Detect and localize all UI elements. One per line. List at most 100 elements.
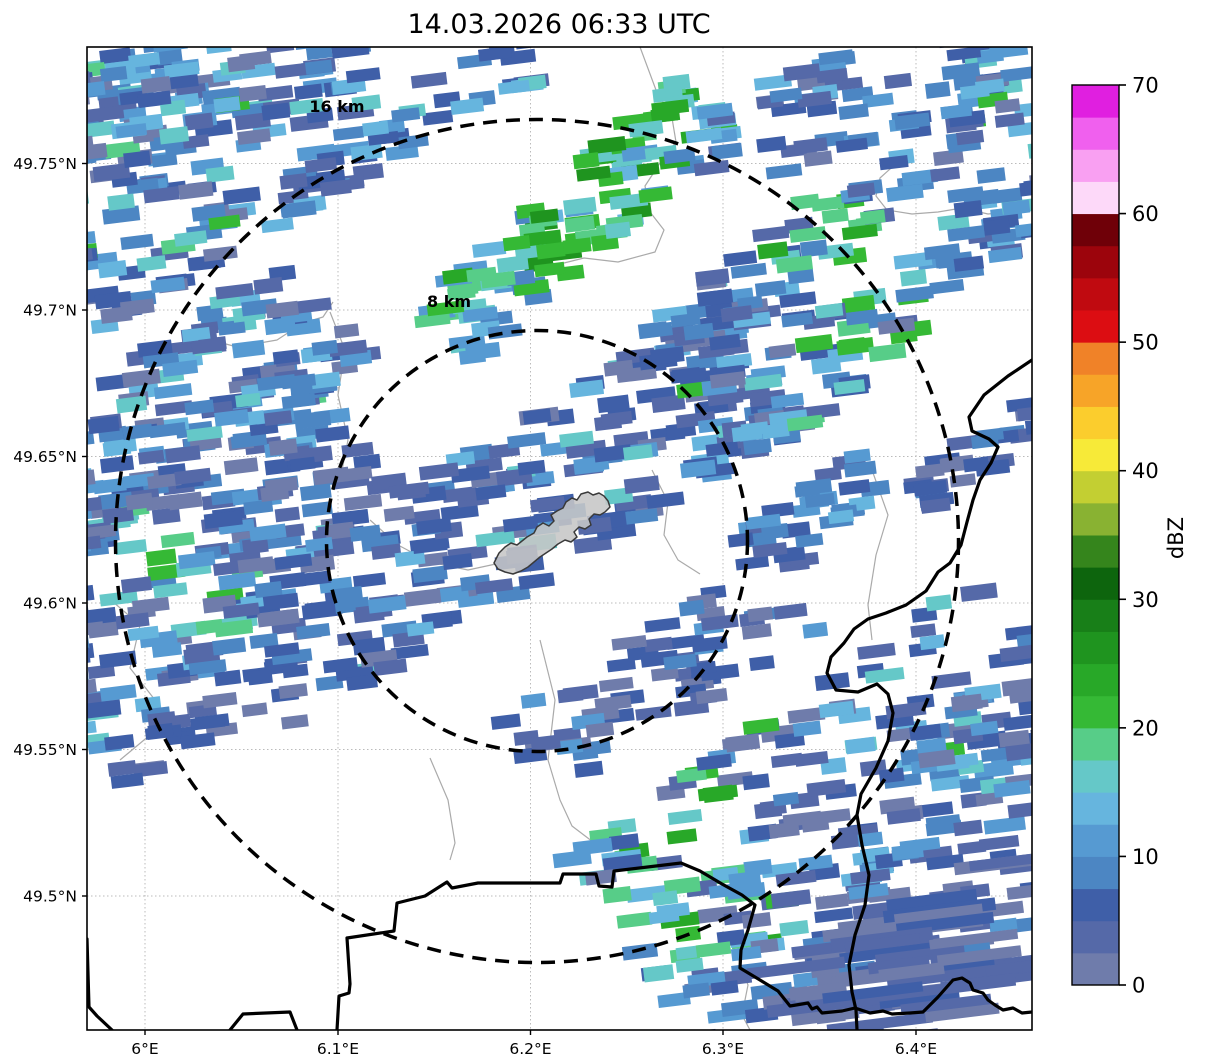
radar-cell <box>184 399 215 416</box>
radar-cell <box>186 425 223 442</box>
radar-cell <box>864 666 905 684</box>
radar-cell <box>440 503 479 521</box>
range-ring-label-16km: 16 km <box>309 97 364 116</box>
radar-cell <box>311 339 338 356</box>
radar-cell <box>217 319 246 336</box>
radar-cell <box>127 625 160 642</box>
radar-cell <box>709 371 746 389</box>
radar-cell <box>553 726 582 742</box>
radar-cell <box>757 241 789 260</box>
radar-cell <box>836 337 875 356</box>
radar-cell <box>122 472 155 489</box>
colorbar-segment <box>1072 888 1119 922</box>
radar-cell <box>814 466 842 483</box>
radar-cell <box>621 942 659 961</box>
radar-cell <box>367 595 407 614</box>
radar-cell <box>517 459 546 476</box>
radar-cell <box>349 524 382 542</box>
country-border-line <box>825 358 1032 1030</box>
radar-cell <box>608 833 640 851</box>
radar-cell <box>304 157 338 173</box>
radar-cell <box>811 196 845 212</box>
radar-cell <box>761 422 790 440</box>
country-border-line <box>228 1010 299 1030</box>
radar-cell <box>160 531 195 549</box>
radar-cell <box>263 410 293 426</box>
radar-cell <box>301 501 333 518</box>
range-ring-16km <box>113 117 961 965</box>
radar-cell <box>909 723 942 741</box>
radar-cell <box>143 186 180 204</box>
radar-cell <box>158 126 190 145</box>
radar-cell <box>968 853 1032 872</box>
radar-cell <box>261 102 291 121</box>
radar-cell <box>696 102 734 120</box>
colorbar-outline <box>1071 84 1120 986</box>
radar-cell <box>328 339 368 357</box>
radar-cell <box>1005 741 1032 762</box>
radar-cell <box>593 444 632 463</box>
radar-cell <box>523 229 562 248</box>
radar-cell <box>616 365 657 384</box>
radar-cell <box>798 854 833 872</box>
radar-cell <box>746 956 846 980</box>
radar-cell <box>305 47 333 61</box>
radar-cell <box>682 982 710 999</box>
x-tick-label: 6.2°E <box>509 1040 551 1058</box>
radar-cell <box>181 326 211 343</box>
radar-cell <box>249 632 279 649</box>
radar-cell <box>646 491 685 509</box>
radar-cell <box>602 885 632 904</box>
radar-cell <box>180 732 216 750</box>
radar-cell <box>115 123 148 139</box>
radar-cell <box>987 246 1023 264</box>
radar-cell <box>230 432 268 449</box>
radar-cell <box>520 692 547 709</box>
radar-cell <box>214 409 250 427</box>
radar-cell <box>929 928 1019 950</box>
radar-cell <box>787 706 826 724</box>
radar-cell <box>312 466 350 486</box>
radar-cell <box>87 699 122 719</box>
radar-cell <box>657 991 691 1009</box>
radar-cell <box>879 155 909 171</box>
radar-cell <box>576 165 611 182</box>
radar-cell <box>741 623 772 640</box>
radar-cell <box>1003 714 1032 731</box>
radar-cell <box>838 479 871 496</box>
radar-cell <box>932 148 964 166</box>
radar-cell <box>775 255 814 274</box>
radar-cell <box>243 499 274 515</box>
radar-cell <box>1002 199 1031 216</box>
radar-cell <box>606 657 636 673</box>
radar-cell <box>289 98 324 116</box>
radar-cell <box>877 317 916 335</box>
radar-cell <box>747 606 774 623</box>
radar-cell <box>235 392 261 408</box>
x-tick-label: 6°E <box>131 1040 158 1058</box>
radar-cell <box>937 213 970 231</box>
colorbar-segment <box>1072 374 1119 407</box>
colorbar-segment <box>1072 85 1119 118</box>
radar-cell <box>147 563 186 582</box>
radar-cell <box>745 513 782 530</box>
radar-cell <box>154 400 193 417</box>
radar-cell <box>773 602 808 620</box>
radar-cell <box>120 233 154 251</box>
radar-cell <box>993 780 1031 798</box>
radar-cell <box>195 618 224 635</box>
radar-cell <box>137 449 165 465</box>
radar-cell <box>662 73 691 92</box>
minor-boundary-line <box>651 469 701 575</box>
colorbar-segment <box>1072 181 1119 215</box>
radar-cell <box>794 750 829 767</box>
radar-cell <box>663 876 701 896</box>
radar-cell <box>988 917 1018 933</box>
radar-cell <box>841 223 878 241</box>
radar-cell <box>350 143 383 162</box>
radar-cell <box>237 128 271 146</box>
radar-cell <box>162 359 199 377</box>
colorbar-segment <box>1072 277 1119 311</box>
radar-cell <box>274 506 301 523</box>
